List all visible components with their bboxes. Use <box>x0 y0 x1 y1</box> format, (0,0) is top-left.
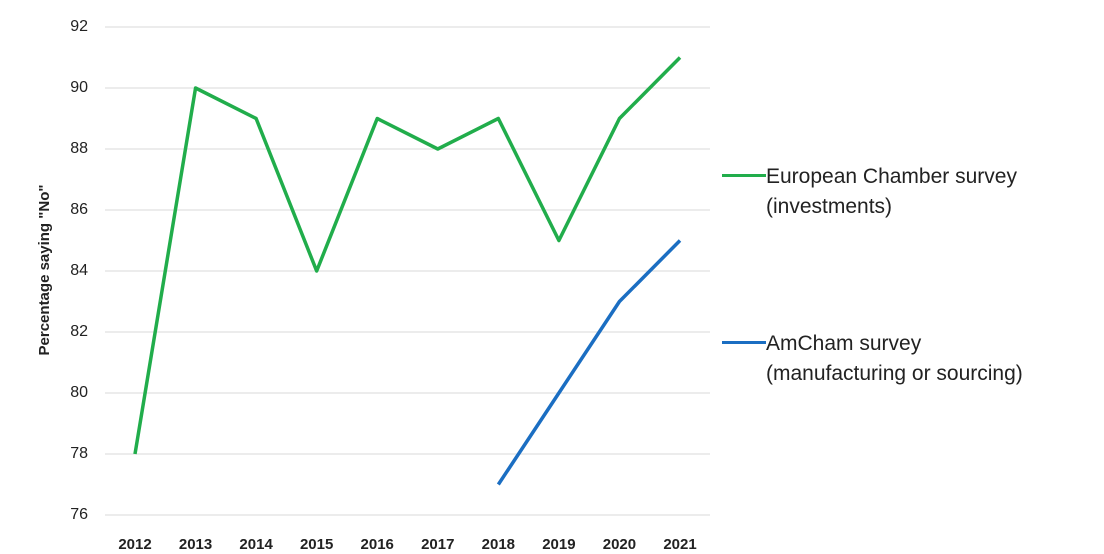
legend-label: European Chamber survey (investments) <box>766 165 1017 218</box>
x-tick-label: 2021 <box>663 536 696 553</box>
y-tick-label: 76 <box>70 506 88 523</box>
x-tick-label: 2014 <box>239 536 273 553</box>
x-tick-label: 2018 <box>482 536 515 553</box>
series-line <box>133 56 682 455</box>
legend-label: AmCham survey (manufacturing or sourcing… <box>766 332 1023 385</box>
x-tick-label: 2016 <box>361 536 394 553</box>
x-tick-label: 2019 <box>542 536 575 553</box>
legend-swatch <box>722 341 766 344</box>
x-tick-label: 2020 <box>603 536 636 553</box>
y-tick-label: 86 <box>70 201 88 218</box>
legend-item: European Chamber survey (investments) <box>722 162 1066 222</box>
legend-swatch <box>722 174 766 177</box>
series-line <box>496 239 682 486</box>
y-tick-label: 78 <box>70 445 88 462</box>
y-tick-label: 84 <box>70 262 88 279</box>
y-tick-label: 92 <box>70 18 88 35</box>
y-tick-label: 88 <box>70 140 88 157</box>
x-tick-label: 2017 <box>421 536 454 553</box>
legend-item: AmCham survey (manufacturing or sourcing… <box>722 329 1066 389</box>
y-tick-label: 80 <box>70 384 88 401</box>
y-tick-label: 82 <box>70 323 88 340</box>
x-tick-label: 2015 <box>300 536 333 553</box>
y-axis-title: Percentage saying "No" <box>36 185 53 356</box>
x-tick-label: 2012 <box>118 536 151 553</box>
y-tick-label: 90 <box>70 79 88 96</box>
x-tick-label: 2013 <box>179 536 212 553</box>
